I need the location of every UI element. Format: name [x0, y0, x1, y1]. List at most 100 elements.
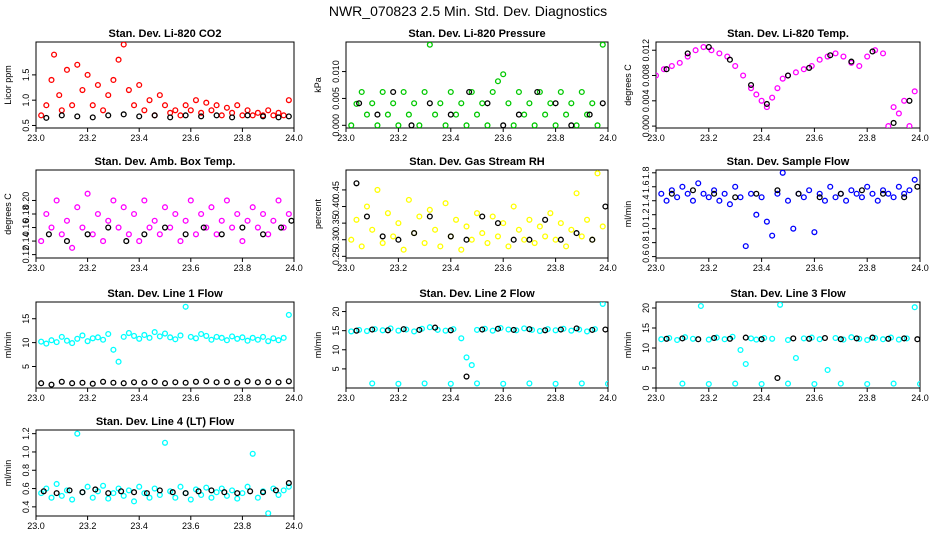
overlay-point [285, 378, 292, 385]
data-point [895, 183, 902, 190]
y-axis-label: ml/min [3, 460, 13, 487]
data-point [903, 335, 910, 342]
data-point [167, 334, 174, 341]
data-point [552, 122, 559, 128]
data-point [156, 231, 163, 238]
overlay-point [790, 335, 797, 342]
data-point [208, 336, 215, 343]
data-point [187, 333, 194, 340]
data-point [69, 244, 76, 251]
overlay-point [479, 326, 486, 333]
overlay-point [602, 326, 608, 333]
data-point [395, 220, 402, 227]
data-point [542, 111, 549, 118]
data-point [505, 100, 512, 107]
data-point [48, 337, 55, 344]
data-point [161, 102, 169, 109]
y-tick-label: 0.25 [331, 248, 341, 266]
data-point [769, 335, 776, 342]
data-point [452, 216, 460, 223]
overlay-point [118, 488, 125, 495]
overlay-point [353, 327, 360, 334]
data-point [203, 224, 210, 231]
y-tick-label: 0.005 [331, 87, 341, 110]
overlay-point [141, 379, 148, 386]
overlay-point [213, 379, 220, 386]
data-point [187, 496, 194, 503]
data-point [843, 197, 850, 204]
data-point [594, 122, 601, 128]
data-point [784, 197, 792, 204]
overlay-point [384, 327, 391, 334]
data-point [674, 336, 681, 344]
x-tick-label: 23.6 [806, 393, 824, 403]
data-point [411, 328, 418, 335]
data-point [172, 336, 179, 343]
y-axis-label: percent [313, 198, 323, 229]
data-point [223, 337, 230, 344]
data-point [172, 210, 179, 218]
x-tick-label: 23.0 [337, 393, 355, 403]
overlay-point [599, 100, 606, 107]
overlay-point [123, 238, 130, 245]
data-point [901, 190, 908, 197]
x-tick-label: 23.4 [130, 393, 148, 403]
data-point [769, 232, 776, 239]
data-point [473, 111, 481, 118]
overlay-point [827, 52, 834, 59]
overlay-point [182, 231, 189, 238]
x-tick-label: 23.8 [234, 393, 252, 403]
data-point [481, 325, 488, 332]
data-point [234, 335, 241, 342]
data-point [872, 334, 879, 342]
data-point [663, 197, 670, 204]
y-tick-label: 0.000 [331, 114, 341, 137]
data-point [497, 324, 504, 332]
overlay-point [763, 100, 770, 108]
panel-title: Stan. Dev. Gas Stream RH [409, 156, 545, 168]
overlay-point [879, 190, 887, 197]
overlay-point [901, 194, 908, 201]
data-point [371, 326, 378, 333]
y-axis-label: degrees C [3, 193, 13, 235]
data-point [100, 336, 107, 343]
x-tick-label: 23.2 [79, 521, 97, 531]
overlay-point [463, 236, 470, 243]
data-point [79, 87, 86, 94]
data-point [890, 194, 897, 201]
data-point [100, 482, 107, 489]
overlay-point [379, 233, 386, 240]
data-point [58, 333, 65, 340]
panel-title: Stan. Dev. Li-820 Pressure [408, 28, 545, 40]
data-point [458, 100, 465, 107]
data-point [494, 233, 502, 240]
data-point [583, 111, 591, 118]
overlay-point [182, 112, 189, 119]
data-point [348, 236, 355, 243]
data-point [800, 66, 807, 73]
data-point [864, 53, 871, 60]
data-points [38, 430, 292, 516]
overlay-point [40, 488, 47, 495]
data-point [848, 187, 855, 194]
data-point [141, 331, 148, 339]
overlay-point [411, 230, 418, 237]
data-point [890, 380, 897, 387]
panel-title: Stan. Dev. Line 1 Flow [107, 288, 223, 300]
data-point [265, 338, 272, 345]
overlay-point [120, 111, 127, 118]
data-points [348, 170, 608, 253]
data-point [463, 223, 470, 230]
overlay-point [747, 81, 755, 89]
y-tick-label: 0.16 [21, 219, 31, 237]
overlay-point [795, 190, 802, 197]
data-point [285, 210, 292, 218]
data-point [110, 76, 117, 83]
y-tick-label: 0.012 [641, 39, 651, 62]
data-point [547, 210, 554, 217]
panel-stan-dev-line-3-flow: Stan. Dev. Line 3 Flow 23.0 23.2 23.4 23.6 23… [623, 288, 929, 403]
data-point [906, 123, 913, 128]
data-point [136, 335, 143, 342]
overlay-point [130, 489, 138, 496]
overlay-point [463, 373, 470, 380]
